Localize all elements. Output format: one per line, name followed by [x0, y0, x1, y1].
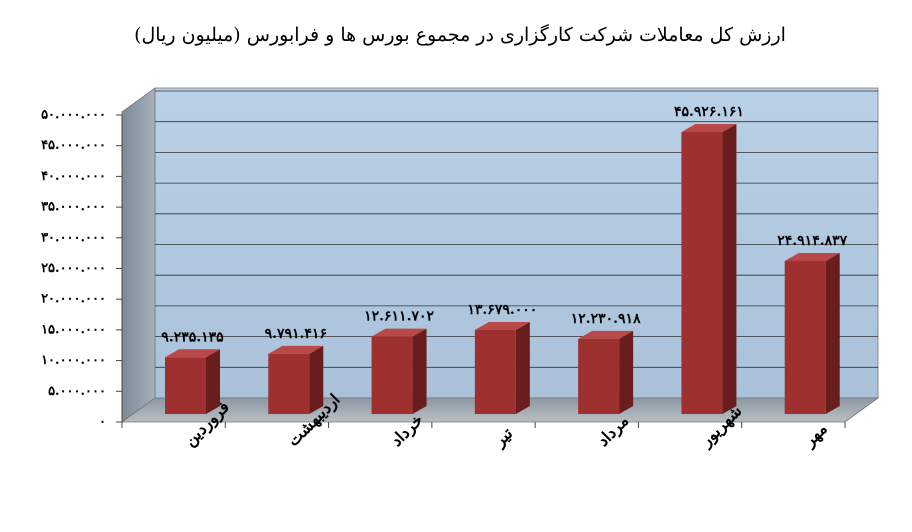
value-label: ۱۲.۶۱۱.۷۰۲ [364, 309, 434, 325]
bar [268, 353, 310, 414]
value-label: ۴۵.۹۲۶.۱۶۱ [674, 104, 744, 120]
x-tick-label: مهر [799, 419, 831, 451]
y-tick-label: ۴۰.۰۰۰.۰۰۰ [41, 169, 106, 184]
bar [474, 330, 516, 414]
bar [784, 261, 826, 414]
value-label: ۱۲.۲۳۰.۹۱۸ [571, 311, 641, 327]
bar-top [578, 330, 634, 339]
bar-top [165, 349, 220, 358]
value-label: ۱۳.۶۷۹.۰۰۰ [467, 302, 537, 318]
bar-side [825, 253, 840, 414]
bar-top [681, 124, 737, 133]
value-label: ۹.۷۹۱.۴۱۶ [265, 326, 327, 342]
bar-top [268, 345, 324, 354]
bar [165, 357, 206, 414]
value-label: ۲۴.۹۱۴.۸۳۷ [777, 233, 847, 249]
bar-side [206, 349, 220, 414]
bar-top [784, 253, 840, 262]
bar-top [474, 322, 530, 331]
y-tick-label: ۳۰.۰۰۰.۰۰۰ [41, 230, 106, 245]
y-tick-label: ۴۵.۰۰۰.۰۰۰ [41, 138, 106, 153]
side-wall [121, 87, 156, 423]
y-tick-label: ۱۰.۰۰۰.۰۰۰ [41, 353, 106, 368]
bar-top [371, 328, 427, 337]
y-tick-label: ۲۵.۰۰۰.۰۰۰ [41, 261, 106, 276]
y-tick-label: ۱۵.۰۰۰.۰۰۰ [41, 322, 106, 337]
y-tick-label: ۵۰.۰۰۰.۰۰۰ [41, 108, 106, 123]
y-tick-label: ۵.۰۰۰.۰۰۰ [48, 384, 106, 399]
y-tick-label: ۳۵.۰۰۰.۰۰۰ [41, 200, 106, 215]
bar-side [515, 322, 530, 414]
x-tick-label: تیر [489, 423, 517, 451]
value-label: ۹.۲۳۵.۱۳۵ [161, 329, 224, 345]
bars [165, 124, 840, 415]
bar [681, 132, 723, 414]
y-tick-label: ۲۰.۰۰۰.۰۰۰ [41, 292, 106, 307]
bar-side [309, 345, 324, 414]
y-tick-label: ۰ [99, 415, 106, 430]
bar-side [412, 328, 427, 414]
chart-title: ارزش کل معاملات شرکت کارگزاری در مجموع ب… [134, 23, 786, 46]
bar [371, 336, 413, 414]
bar [578, 338, 620, 414]
bar-side [722, 124, 737, 415]
bar-side [619, 330, 634, 414]
